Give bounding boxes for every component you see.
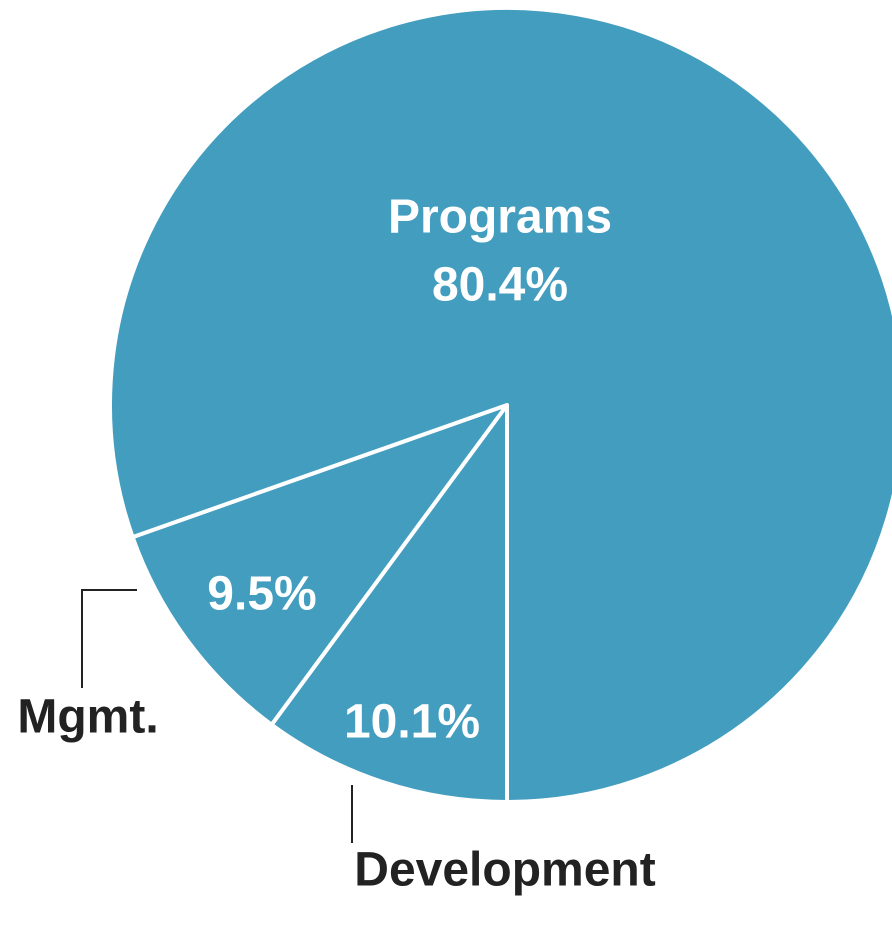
slice xyxy=(269,403,509,804)
value-label: 10.1% xyxy=(344,696,480,749)
slices xyxy=(108,6,892,804)
leader-lines xyxy=(81,589,353,843)
slice xyxy=(108,6,892,804)
value-label: 80.4% xyxy=(432,259,568,312)
slice xyxy=(130,403,509,727)
category-label: Development xyxy=(354,844,655,897)
category-label: Programs xyxy=(388,191,612,244)
value-label: 9.5% xyxy=(207,568,316,621)
category-label: Mgmt. xyxy=(17,691,158,744)
